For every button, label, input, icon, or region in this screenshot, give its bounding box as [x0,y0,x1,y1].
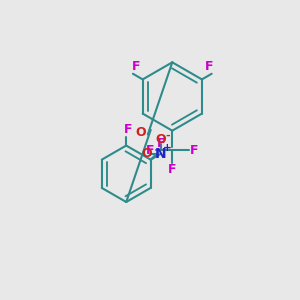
Text: +: + [163,143,172,153]
Text: O: O [136,126,146,139]
Text: O: O [141,147,152,160]
Text: O: O [156,133,166,146]
Text: F: F [157,137,165,150]
Text: F: F [190,143,199,157]
Text: F: F [146,143,154,157]
Text: F: F [132,60,140,73]
Text: F: F [205,60,213,73]
Text: F: F [168,163,176,176]
Text: -: - [165,131,170,141]
Text: F: F [124,123,133,136]
Text: N: N [155,147,167,161]
